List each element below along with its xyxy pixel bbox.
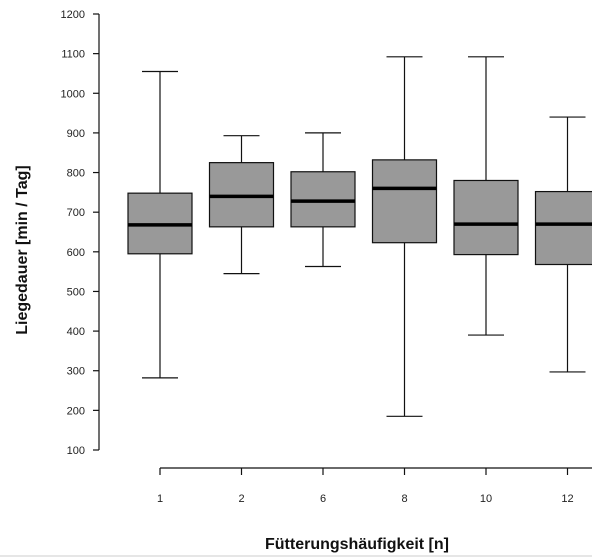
iqr-box [534,190,592,266]
y-tick-label: 800 [67,168,85,180]
y-tick-label: 100 [67,445,85,457]
y-axis: 100 200 300 400 500 600 700 800 900 1000 1100 1200 [61,9,100,457]
box-8 [371,56,438,417]
x-axis: 1 2 6 8 10 12 [157,467,592,505]
x-tick-label: 6 [320,493,326,505]
box-6 [290,132,356,268]
box-2 [208,135,275,275]
y-tick-label: 400 [67,326,85,338]
boxplot-series [127,56,592,417]
y-tick-label: 900 [67,128,85,140]
y-tick-label: 1100 [61,49,85,61]
y-tick-label: 1200 [61,9,85,21]
box-10 [453,56,519,336]
iqr-box [453,179,519,256]
x-axis-title: Fütterungshäufigkeit [n] [265,536,449,553]
y-tick-label: 500 [67,286,85,298]
y-tick-label: 200 [67,405,85,417]
x-tick-label: 8 [401,493,407,505]
iqr-box [371,159,438,244]
x-tick-label: 1 [157,493,163,505]
x-tick-label: 12 [561,493,573,505]
y-axis-title: Liegedauer [min / Tag] [14,165,31,335]
x-tick-label: 2 [238,493,244,505]
y-tick-label: 1000 [61,88,85,100]
x-tick-label: 10 [480,493,492,505]
iqr-box [290,171,356,228]
y-tick-label: 300 [67,366,85,378]
y-tick-label: 700 [67,207,85,219]
box-1 [127,70,193,379]
y-tick-label: 600 [67,247,85,259]
box-12 [534,116,592,373]
